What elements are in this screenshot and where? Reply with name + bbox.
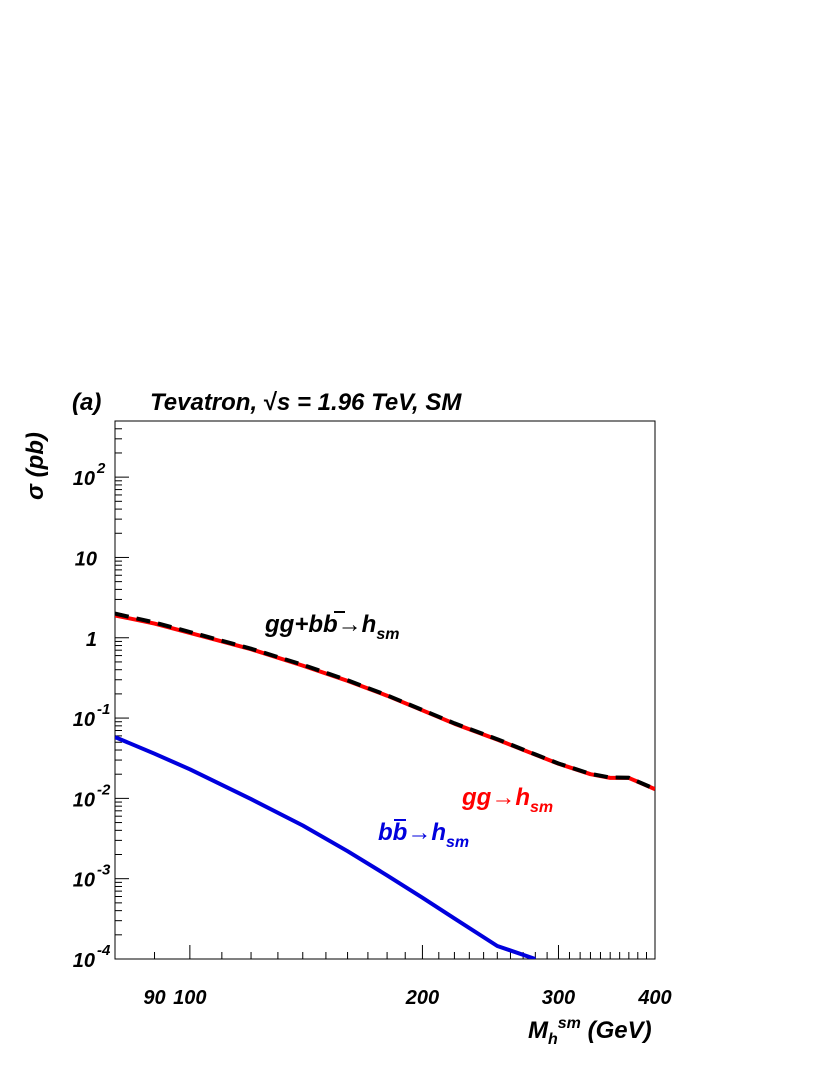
annot-bb-bbar: b <box>393 819 408 846</box>
chart-title: Tevatron, √s = 1.96 TeV, SM <box>150 389 462 416</box>
sqrt-symbol: √ <box>264 389 278 416</box>
annotation-bb: bb→hsm <box>378 819 469 851</box>
series-line-3 <box>115 735 536 959</box>
annotation-total: gg+bb→hsm <box>264 611 399 643</box>
svg-text:bb→hsm: bb→hsm <box>378 819 469 851</box>
annot-gg-pre: gg <box>461 784 492 811</box>
svg-text:gg→hsm: gg→hsm <box>461 784 553 816</box>
y-tick-base: 10 <box>75 548 97 570</box>
x-tick-label: 200 <box>405 987 439 1009</box>
y-tick-label: 10 <box>73 789 95 811</box>
plot-frame <box>114 420 656 960</box>
y-tick-label: 10 <box>75 548 97 570</box>
y-tick-base: 10 <box>73 468 95 490</box>
y-tick-exp: -3 <box>97 862 111 879</box>
y-tick-label: 10 <box>73 709 95 731</box>
y-tick-exp: -4 <box>97 942 111 959</box>
svg-text:gg+bb→hsm: gg+bb→hsm <box>264 611 399 643</box>
y-tick-exp: -1 <box>97 701 110 718</box>
panel-label: (a) <box>72 389 101 416</box>
annot-gg-sub: sm <box>530 799 553 816</box>
x-tick-labels: 90 100 200 300 400 <box>143 987 671 1009</box>
y-tick-label: 10 <box>73 870 95 892</box>
y-axis-label: σ (pb) <box>22 432 49 500</box>
x-label-unit: (GeV) <box>581 1017 652 1044</box>
y-tick-label: 1 <box>86 629 97 651</box>
x-axis-label: Mhsm (GeV) <box>528 1015 652 1048</box>
x-tick-label: 400 <box>637 987 671 1009</box>
y-tick-exp: 2 <box>96 460 106 477</box>
annotation-gg: gg→hsm <box>461 784 553 816</box>
y-tick-base: 1 <box>86 629 97 651</box>
annot-total-sub: sm <box>376 626 399 643</box>
annot-bb-sub: sm <box>446 834 469 851</box>
x-label-sup: sm <box>558 1015 581 1032</box>
annot-gg-arrow: →h <box>491 784 530 811</box>
y-tick-base: 10 <box>73 789 95 811</box>
curves <box>115 611 655 959</box>
y-tick-label: 10 <box>73 468 95 490</box>
x-tick-label: 100 <box>173 987 206 1009</box>
y-tick-exp: -2 <box>97 781 111 798</box>
y-tick-base: 10 <box>73 950 95 972</box>
title-rest: s = 1.96 TeV, SM <box>277 389 462 416</box>
annot-total-bbar: b <box>323 611 338 638</box>
x-tick-label: 300 <box>542 987 575 1009</box>
x-label-main: M <box>528 1017 549 1044</box>
axis-ticks <box>114 420 656 960</box>
title-prefix: Tevatron, <box>150 389 264 416</box>
annot-total-arrow: →h <box>338 611 377 638</box>
annot-bb-pre: b <box>378 819 393 846</box>
annot-total-pre: gg+b <box>264 611 323 638</box>
y-tick-base: 10 <box>73 709 95 731</box>
annot-bb-arrow: →h <box>407 819 446 846</box>
series-line-2 <box>115 611 655 791</box>
x-label-sub: h <box>548 1031 558 1048</box>
y-tick-base: 10 <box>73 870 95 892</box>
x-tick-label: 90 <box>143 987 165 1009</box>
y-tick-label: 10 <box>73 950 95 972</box>
